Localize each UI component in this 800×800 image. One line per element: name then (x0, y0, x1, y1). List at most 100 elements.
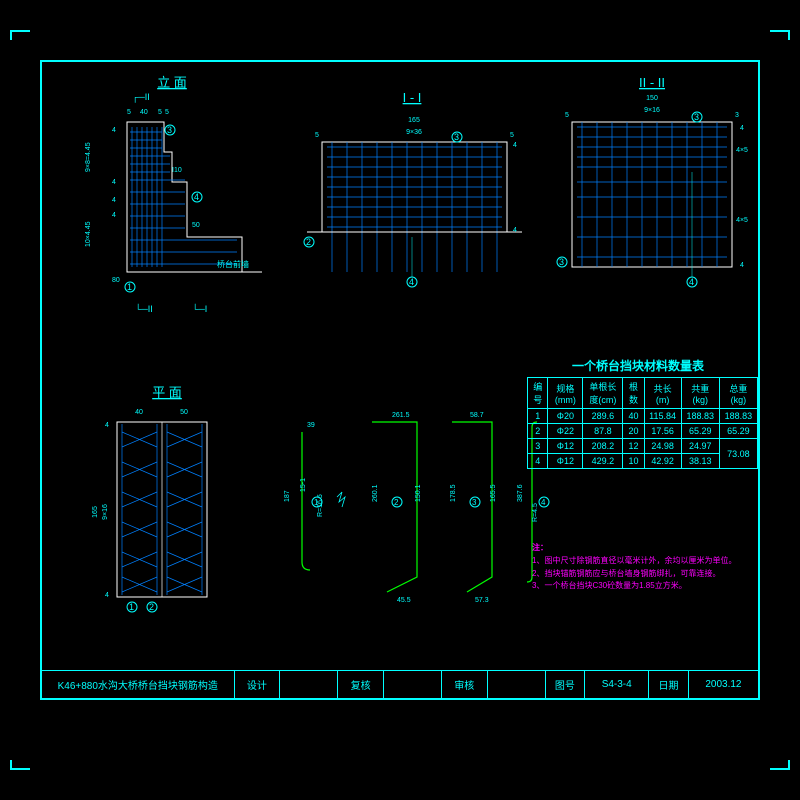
svg-text:10×4.45: 10×4.45 (85, 221, 92, 247)
drawing-no: S4-3-4 (585, 671, 649, 698)
svg-text:I: I (172, 167, 174, 174)
plan-title: 平 面 (152, 385, 182, 400)
svg-text:4: 4 (194, 192, 199, 202)
svg-text:57.3: 57.3 (475, 597, 489, 604)
review-label: 复核 (338, 671, 384, 698)
drawing-notes: 注： 1、图中尺寸除钢筋直径以毫米计外，余均以厘米为单位。 2、挡块锚筋钢筋应与… (532, 542, 747, 593)
svg-text:5: 5 (158, 109, 162, 116)
section-ii-title: II - II (639, 75, 665, 90)
table-cell: 2 (528, 424, 548, 439)
svg-text:5: 5 (510, 132, 514, 139)
svg-text:39: 39 (307, 422, 315, 429)
check-label: 审核 (442, 671, 488, 698)
table-cell: 65.29 (681, 424, 719, 439)
table-cell: 42.92 (644, 454, 681, 469)
elevation-label: 桥台前墙 (217, 259, 249, 269)
svg-text:15-1: 15-1 (300, 478, 307, 492)
material-table: 编号规格(mm)单根长度(cm)根数共长(m)共重(kg)总重(kg) 1Φ20… (527, 377, 758, 469)
svg-text:187: 187 (284, 490, 291, 502)
svg-text:4: 4 (112, 212, 116, 219)
design-label: 设计 (235, 671, 281, 698)
svg-text:└─I: └─I (192, 303, 207, 314)
svg-text:3: 3 (559, 257, 564, 267)
table-header: 总重(kg) (719, 378, 757, 409)
svg-text:150.1: 150.1 (415, 484, 422, 502)
elevation-view: 立 面 ┌─II └─II └─I 54055 49×8=4.45 444 (72, 72, 272, 322)
svg-text:4: 4 (112, 197, 116, 204)
svg-text:4: 4 (112, 127, 116, 134)
svg-text:3: 3 (454, 132, 459, 142)
table-cell: 188.83 (719, 409, 757, 424)
table-cell: 188.83 (681, 409, 719, 424)
svg-text:165.5: 165.5 (490, 484, 497, 502)
table-cell: 65.29 (719, 424, 757, 439)
svg-text:4: 4 (105, 422, 109, 429)
svg-text:9×16: 9×16 (102, 504, 109, 520)
svg-text:R=16.5: R=16.5 (317, 494, 324, 517)
svg-text:4: 4 (689, 277, 694, 287)
svg-text:260.1: 260.1 (372, 484, 379, 502)
drawing-sheet: 立 面 ┌─II └─II └─I 54055 49×8=4.45 444 (40, 60, 760, 700)
section-i-title: I - I (403, 90, 422, 105)
svg-text:4: 4 (740, 262, 744, 269)
table-cell: 12 (623, 439, 644, 454)
svg-text:4: 4 (541, 498, 546, 507)
table-row: 3Φ12208.21224.9824.9773.08 (528, 439, 758, 454)
svg-text:1: 1 (129, 602, 134, 612)
table-cell: Φ12 (548, 454, 583, 469)
svg-text:58.7: 58.7 (470, 412, 484, 419)
project-name: K46+880水沟大桥桥台挡块钢筋构造 (42, 671, 235, 698)
table-cell: 1 (528, 409, 548, 424)
table-header: 共重(kg) (681, 378, 719, 409)
svg-text:40: 40 (135, 409, 143, 416)
table-cell: Φ20 (548, 409, 583, 424)
svg-text:45.5: 45.5 (397, 597, 411, 604)
table-cell: 10 (623, 454, 644, 469)
table-cell: 17.56 (644, 424, 681, 439)
table-cell: 4 (528, 454, 548, 469)
material-table-title: 一个桥台挡块材料数量表 (572, 357, 704, 374)
svg-text:2: 2 (306, 237, 311, 247)
svg-text:1: 1 (127, 282, 132, 292)
svg-text:3: 3 (472, 498, 477, 507)
svg-text:3: 3 (694, 112, 699, 122)
table-cell: 429.2 (583, 454, 623, 469)
svg-text:5: 5 (315, 132, 319, 139)
svg-text:178.5: 178.5 (450, 484, 457, 502)
svg-text:3: 3 (167, 125, 172, 135)
svg-text:10: 10 (174, 167, 182, 174)
svg-text:80: 80 (112, 277, 120, 284)
svg-text:261.5: 261.5 (392, 412, 410, 419)
svg-text:4×5: 4×5 (736, 217, 748, 224)
table-cell: 115.84 (644, 409, 681, 424)
svg-text:└─II: └─II (135, 303, 153, 314)
svg-text:40: 40 (140, 109, 148, 116)
frame-corner-bl (10, 760, 30, 770)
svg-text:4×5: 4×5 (736, 147, 748, 154)
svg-text:50: 50 (192, 222, 200, 229)
svg-text:2: 2 (394, 498, 399, 507)
table-header: 共长(m) (644, 378, 681, 409)
table-header: 根数 (623, 378, 644, 409)
table-cell: 20 (623, 424, 644, 439)
svg-text:9×8=4.45: 9×8=4.45 (85, 142, 92, 172)
svg-text:165: 165 (408, 117, 420, 124)
svg-text:50: 50 (180, 409, 188, 416)
svg-text:4: 4 (112, 179, 116, 186)
section-i-view: I - I 165 9×36 55 44 2 (297, 87, 527, 297)
table-cell: 24.97 (681, 439, 719, 454)
date-label: 日期 (649, 671, 689, 698)
svg-text:387.6: 387.6 (517, 484, 524, 502)
table-header: 单根长度(cm) (583, 378, 623, 409)
section-ii-view: II - II 150 9×16 53 44×5 4×54 3 3 (552, 72, 752, 297)
svg-text:3: 3 (735, 112, 739, 119)
table-cell: 208.2 (583, 439, 623, 454)
svg-text:4: 4 (740, 125, 744, 132)
plan-view: 平 面 4050 44 165 9×16 1 2 (77, 382, 257, 617)
table-row: 2Φ2287.82017.5665.2965.29 (528, 424, 758, 439)
svg-text:5: 5 (565, 112, 569, 119)
svg-text:9×36: 9×36 (406, 129, 422, 136)
table-cell: 3 (528, 439, 548, 454)
svg-text:4: 4 (513, 227, 517, 234)
elevation-title: 立 面 (157, 75, 187, 90)
